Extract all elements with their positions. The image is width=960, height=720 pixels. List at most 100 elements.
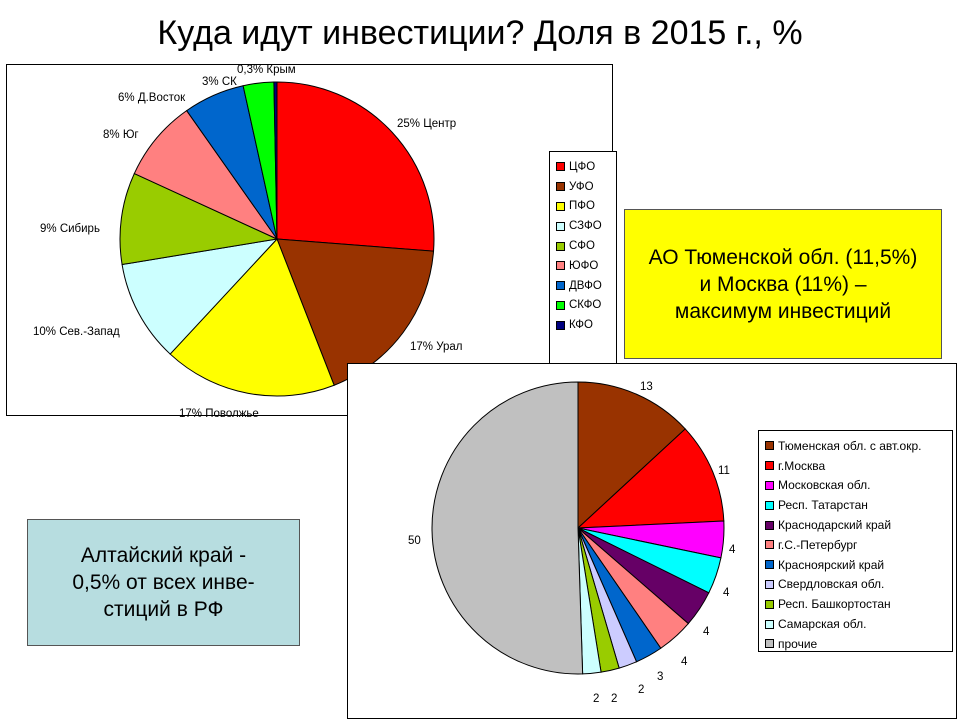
slice-label: 2	[611, 693, 617, 705]
legend-label: Самарская обл.	[778, 617, 867, 632]
legend-label: Тюменская обл. с авт.окр.	[778, 438, 922, 453]
slice-label: 4	[681, 656, 688, 668]
pie-slice	[577, 381, 686, 530]
legend-item: СЗФО	[556, 216, 616, 236]
slice-label: 3% СК	[202, 76, 237, 88]
slice-label: 4	[729, 544, 736, 556]
legend-label: ЦФО	[569, 160, 596, 173]
legend-item: Тюменская обл. с авт.окр.	[765, 436, 952, 456]
legend-item: Респ. Татарстан	[765, 495, 952, 515]
legend-item: ДВФО	[556, 276, 616, 296]
legend-item: ЮФО	[556, 256, 616, 276]
legend-label: ЮФО	[569, 259, 599, 272]
legend-swatch	[765, 480, 774, 490]
legend-item: Свердловская обл.	[765, 575, 952, 595]
legend-item: Краснодарский край	[765, 515, 952, 535]
legend-item: УФО	[556, 177, 616, 197]
slice-label: 2	[593, 693, 599, 705]
pie-slice	[273, 81, 278, 240]
legend-swatch	[556, 201, 565, 211]
slice-label: 17% Урал	[410, 341, 463, 353]
slice-label: 13	[640, 381, 653, 393]
legend-label: ПФО	[569, 200, 595, 213]
legend-item: Красноярский край	[765, 555, 952, 575]
chart-districts: 25% Центр 17% Урал 17% Поволжье 10% Сев.-За…	[6, 64, 617, 417]
legend-regions: Тюменская обл. с авт.окр. г.Москва Московс…	[758, 430, 953, 652]
legend-swatch	[765, 560, 774, 570]
legend-item: Московская обл.	[765, 476, 952, 496]
legend-swatch	[765, 540, 774, 550]
legend-swatch	[765, 500, 774, 510]
legend-swatch	[765, 639, 774, 649]
legend-swatch	[556, 182, 565, 192]
chart-regions: 13 11 4 4 4 4 3 2 2 2 50 Тюменская обл. с авт.окр.…	[347, 363, 957, 719]
legend-item: КФО	[556, 315, 616, 335]
legend-swatch	[556, 320, 565, 330]
legend-swatch	[765, 579, 774, 589]
legend-swatch	[556, 221, 565, 231]
legend-label: Московская обл.	[778, 478, 871, 493]
slice-label: 2	[638, 684, 644, 696]
legend-label: г.Москва	[778, 458, 826, 473]
legend-swatch	[556, 162, 565, 172]
legend-swatch	[765, 461, 774, 471]
slice-label: 4	[723, 587, 730, 599]
legend-label: г.С.-Петербург	[778, 537, 858, 552]
slice-label: 8% Юг	[103, 129, 139, 141]
callout-max-investment: АО Тюменской обл. (11,5%) и Москва (11%)…	[624, 209, 942, 359]
legend-label: ДВФО	[569, 279, 602, 292]
callout-line: и Москва (11%) –	[699, 272, 867, 296]
callout-line: стиций в РФ	[103, 598, 224, 621]
legend-label: прочие	[778, 636, 818, 651]
legend-swatch	[765, 599, 774, 609]
legend-item: г.Москва	[765, 456, 952, 476]
legend-swatch	[765, 619, 774, 629]
slice-label: 17% Поволжье	[179, 408, 259, 417]
legend-label: Свердловская обл.	[778, 577, 885, 592]
legend-item: ЦФО	[556, 157, 616, 177]
legend-item: г.С.-Петербург	[765, 535, 952, 555]
legend-item: СФО	[556, 236, 616, 256]
callout-altai: Алтайский край - 0,5% от всех инве- стиц…	[27, 519, 300, 646]
legend-label: СЗФО	[569, 220, 602, 233]
legend-swatch	[556, 261, 565, 271]
legend-label: Краснодарский край	[778, 518, 892, 533]
legend-label: КФО	[569, 319, 593, 332]
pie-slice	[119, 172, 279, 266]
legend-item: Респ. Башкортостан	[765, 594, 952, 614]
legend-swatch	[556, 241, 565, 251]
legend-item: СКФО	[556, 296, 616, 316]
callout-line: 0,5% от всех инве-	[72, 571, 255, 594]
slice-label: 11	[718, 465, 730, 477]
slice-label: 25% Центр	[397, 118, 456, 130]
slice-label: 3	[657, 671, 663, 683]
legend-item: ПФО	[556, 197, 616, 217]
slice-label: 10% Сев.-Запад	[33, 326, 120, 338]
legend-swatch	[556, 281, 565, 291]
legend-label: Респ. Башкортостан	[778, 597, 891, 612]
legend-label: СФО	[569, 240, 595, 253]
slice-label: 4	[703, 626, 710, 638]
pie-slice	[169, 238, 335, 397]
legend-label: Красноярский край	[778, 557, 885, 572]
pie-districts: 25% Центр 17% Урал 17% Поволжье 10% Сев.-За…	[33, 65, 463, 417]
callout-line: АО Тюменской обл. (11,5%)	[648, 245, 918, 269]
slice-label: 0,3% Крым	[237, 65, 296, 76]
legend-label: УФО	[569, 180, 594, 193]
pie-slice	[431, 381, 584, 675]
callout-line: Алтайский край -	[80, 544, 247, 567]
legend-label: СКФО	[569, 299, 602, 312]
legend-label: Респ. Татарстан	[778, 498, 868, 513]
legend-item: Самарская обл.	[765, 614, 952, 634]
legend-districts: ЦФО УФО ПФО СЗФО СФО ЮФО ДВФО СКФО КФО	[549, 151, 617, 399]
pie-slice	[276, 81, 435, 252]
slice-label: 50	[408, 535, 421, 547]
pie-slice	[576, 428, 725, 529]
pie-slice	[121, 238, 279, 355]
slice-label: 6% Д.Восток	[118, 92, 186, 104]
legend-swatch	[765, 520, 774, 530]
legend-swatch	[556, 300, 565, 310]
legend-item: прочие	[765, 634, 952, 654]
slice-label: 9% Сибирь	[40, 223, 100, 235]
